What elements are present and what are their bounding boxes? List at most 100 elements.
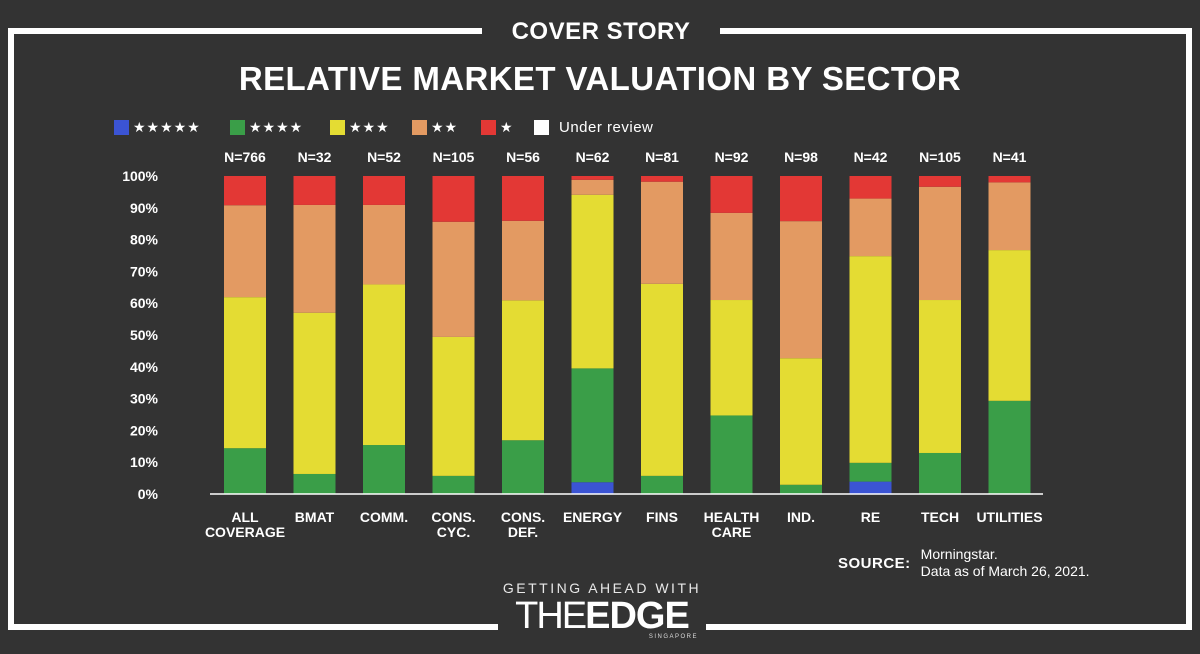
y-tick-label: 50% (130, 327, 159, 343)
count-label: N=105 (433, 149, 475, 165)
bar-segment (849, 198, 892, 257)
legend-item-1-star: ★ (481, 119, 514, 136)
bar-segment (502, 176, 544, 221)
x-tick-label: CARE (712, 524, 752, 540)
bar-segment (780, 221, 822, 359)
legend-item-4-star: ★★★★ (230, 119, 303, 136)
bar-segment (363, 204, 405, 285)
bar-segment (224, 176, 266, 206)
count-label: N=41 (993, 149, 1027, 165)
bar-segment (641, 176, 683, 182)
bar-segment (849, 176, 892, 199)
frame-top-right (720, 28, 1192, 34)
count-label: N=98 (784, 149, 818, 165)
frame-right (1186, 28, 1192, 630)
x-tick-label: BMAT (295, 509, 335, 525)
bar-segment (780, 358, 822, 485)
bar-segment (641, 181, 683, 284)
bar-segment (780, 484, 822, 494)
count-label: N=92 (715, 149, 749, 165)
bar-segment (293, 176, 336, 205)
chart-title: RELATIVE MARKET VALUATION BY SECTOR (238, 60, 962, 97)
bar-segment (919, 300, 961, 453)
bar-segment (432, 475, 475, 494)
bar-segment (502, 440, 544, 494)
legend-swatch (230, 120, 245, 135)
y-tick-label: 70% (130, 263, 159, 279)
x-tick-label: TECH (921, 509, 959, 525)
x-tick-label: HEALTH (704, 509, 760, 525)
y-tick-label: 30% (130, 391, 159, 407)
y-tick-label: 80% (130, 232, 159, 248)
bar-segment (710, 212, 753, 301)
bar-segment (571, 176, 614, 180)
logo-edge: EDGE (585, 595, 690, 637)
count-label: N=42 (854, 149, 888, 165)
brand-logo-block: GETTING AHEAD WITH THEEDGE SINGAPORE (500, 580, 704, 640)
legend-label: ★★★★★ (133, 119, 201, 135)
x-tick-label: ALL (231, 509, 259, 525)
bar-segment (224, 297, 266, 449)
x-tick-label: COVERAGE (205, 524, 285, 540)
x-tick-label: CONS. (431, 509, 475, 525)
y-tick-label: 40% (130, 359, 159, 375)
logo-the: THE (515, 595, 587, 637)
count-label: N=105 (919, 149, 961, 165)
frame-bottom-right (706, 624, 1192, 630)
bar-segment (432, 176, 475, 222)
x-tick-label: UTILITIES (976, 509, 1042, 525)
bar-segment (710, 415, 753, 494)
x-tick-label: IND. (787, 509, 815, 525)
bar-segment (710, 176, 753, 213)
frame-top-left (8, 28, 482, 34)
brand-tagline: GETTING AHEAD WITH (502, 580, 702, 596)
x-tick-label: RE (861, 509, 880, 525)
count-label: N=766 (224, 149, 266, 165)
legend-swatch (330, 120, 345, 135)
count-label: N=32 (298, 149, 332, 165)
count-label: N=56 (506, 149, 540, 165)
legend-item-5-star: ★★★★★ (114, 119, 201, 136)
logo-subtitle: SINGAPORE (648, 634, 698, 640)
legend-item-2-star: ★★ (412, 119, 458, 136)
legend-item-3-star: ★★★ (330, 119, 390, 136)
source-label: SOURCE: (838, 555, 911, 572)
y-tick-label: 20% (130, 422, 159, 438)
bar-segment (432, 221, 475, 337)
legend-swatch (534, 120, 549, 135)
bar-segment (363, 284, 405, 446)
x-tick-label: CYC. (437, 524, 470, 540)
legend-swatch (481, 120, 496, 135)
kicker: COVER STORY (511, 18, 691, 45)
legend-label: ★★★ (349, 119, 390, 135)
count-label: N=81 (645, 149, 679, 165)
bar-segment (502, 220, 544, 301)
bar-segment (571, 194, 614, 369)
bar-segment (571, 368, 614, 483)
bar-segment (988, 176, 1031, 183)
bar-segment (919, 452, 961, 494)
bar-segment (641, 283, 683, 476)
bar-segment (293, 312, 336, 474)
bar-segment (919, 176, 961, 187)
y-tick-label: 90% (130, 200, 159, 216)
y-tick-label: 100% (122, 168, 158, 184)
source-line-2: Data as of March 26, 2021. (920, 563, 1090, 579)
bar-segment (363, 176, 405, 205)
bar-segment (988, 182, 1031, 251)
bar-segment (710, 300, 753, 416)
bar-segment (919, 186, 961, 301)
bar-segment (293, 473, 336, 494)
legend-label: ★★ (431, 119, 459, 135)
source-text: Morningstar. Data as of March 26, 2021. (921, 546, 1090, 580)
bar-segment (849, 481, 892, 494)
the-edge-logo: THEEDGE (500, 595, 704, 637)
frame-left (8, 28, 14, 630)
x-tick-label: DEF. (508, 524, 538, 540)
y-tick-label: 0% (138, 486, 159, 502)
bar-segment (988, 250, 1031, 401)
legend-label: ★★★★ (249, 119, 304, 135)
bar-segment (224, 448, 266, 494)
bar-segment (780, 176, 822, 222)
x-tick-label: ENERGY (563, 509, 623, 525)
